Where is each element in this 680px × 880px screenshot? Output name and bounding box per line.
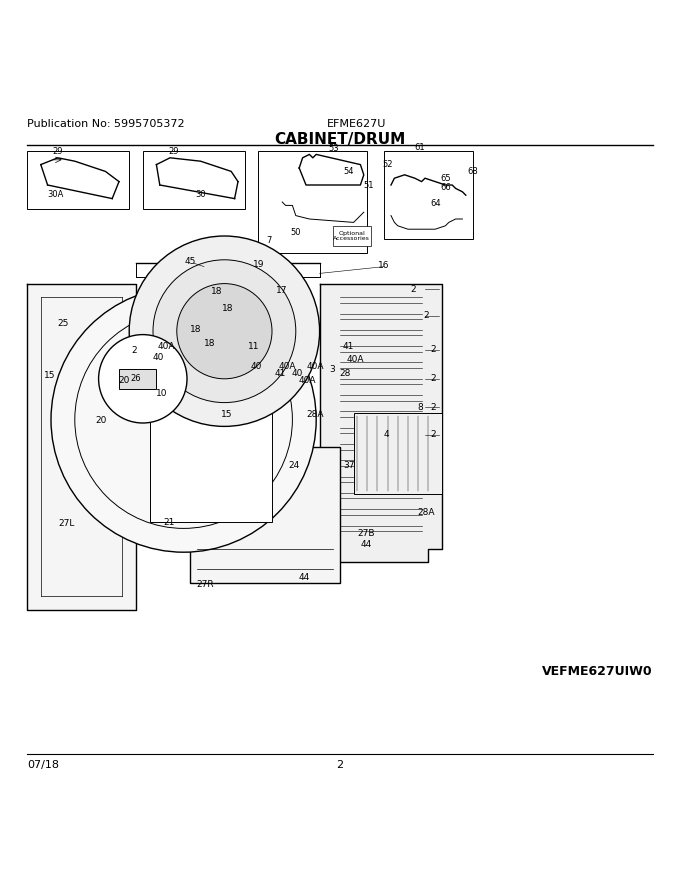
Text: 2: 2 [430, 374, 436, 384]
Text: 17: 17 [277, 286, 288, 295]
Text: 10: 10 [156, 389, 167, 399]
Text: 30: 30 [195, 190, 206, 199]
Text: 29: 29 [168, 147, 179, 156]
Text: 2: 2 [131, 346, 137, 355]
Text: 29: 29 [52, 147, 63, 156]
Text: 15: 15 [44, 370, 55, 380]
Text: EFME627U: EFME627U [326, 119, 386, 128]
Text: 44: 44 [299, 573, 309, 582]
Text: 40: 40 [251, 362, 262, 371]
Circle shape [153, 260, 296, 402]
Text: 40A: 40A [279, 362, 296, 371]
Bar [150, 358, 272, 522]
Text: 27L: 27L [58, 519, 75, 528]
Text: 20: 20 [95, 416, 106, 425]
Circle shape [99, 334, 187, 423]
Text: 16: 16 [379, 260, 390, 270]
Text: 11: 11 [248, 341, 259, 350]
Text: 61: 61 [414, 143, 425, 152]
Text: 51: 51 [364, 180, 374, 189]
Text: 2: 2 [430, 345, 436, 354]
Bar [333, 226, 371, 246]
Text: 18: 18 [190, 326, 201, 334]
Text: Publication No: 5995705372: Publication No: 5995705372 [27, 119, 185, 128]
Text: 2: 2 [430, 430, 436, 439]
Text: 40: 40 [152, 353, 163, 362]
Text: 40A: 40A [306, 362, 324, 371]
Text: 18: 18 [204, 339, 215, 348]
Text: 24: 24 [288, 460, 299, 470]
Text: 53: 53 [328, 144, 339, 153]
Text: 45: 45 [185, 257, 196, 267]
Text: 4: 4 [384, 430, 389, 439]
Text: 19: 19 [253, 260, 264, 269]
Text: 28A: 28A [306, 410, 324, 419]
Text: CABINET/DRUM: CABINET/DRUM [274, 132, 406, 147]
Bar [384, 151, 473, 239]
Circle shape [129, 236, 320, 427]
Text: 41: 41 [343, 341, 354, 350]
Text: 2: 2 [337, 760, 343, 770]
Polygon shape [27, 283, 136, 610]
Text: 18: 18 [211, 287, 222, 297]
Text: 40A: 40A [299, 376, 316, 385]
Text: 37: 37 [343, 460, 354, 470]
Text: 68: 68 [467, 167, 478, 176]
Bar [27, 151, 129, 209]
Text: 20: 20 [118, 376, 129, 385]
Text: 30A: 30A [48, 190, 64, 199]
Text: 40A: 40A [158, 342, 175, 351]
Text: Optional
Accessories: Optional Accessories [333, 231, 370, 241]
Text: 66: 66 [440, 182, 451, 192]
Text: 41: 41 [275, 369, 286, 378]
Text: 27R: 27R [197, 580, 214, 589]
Bar [258, 151, 367, 253]
Text: 50: 50 [290, 228, 301, 237]
Bar [190, 447, 340, 583]
Text: 54: 54 [343, 167, 354, 176]
Text: 28: 28 [340, 369, 351, 378]
Text: 21: 21 [163, 518, 174, 527]
Text: 40A: 40A [347, 356, 364, 364]
Text: 28A: 28A [418, 509, 435, 517]
Circle shape [177, 283, 272, 378]
Text: 3: 3 [329, 365, 335, 375]
Circle shape [51, 287, 316, 553]
Polygon shape [320, 283, 442, 562]
Text: 25: 25 [57, 319, 68, 327]
Text: 15: 15 [221, 410, 232, 419]
Text: 52: 52 [383, 160, 393, 169]
Text: 8: 8 [418, 403, 423, 412]
Bar [354, 413, 442, 495]
Text: 64: 64 [430, 199, 441, 208]
Text: 2: 2 [424, 311, 429, 320]
Text: 7: 7 [266, 236, 271, 245]
Text: 40: 40 [292, 369, 303, 378]
Bar [143, 151, 245, 209]
Text: 2: 2 [430, 403, 436, 412]
Bar [119, 369, 156, 389]
Text: 2: 2 [410, 284, 415, 294]
Text: 18: 18 [222, 304, 233, 313]
Text: VEFME627UIW0: VEFME627UIW0 [542, 664, 653, 678]
Text: 26: 26 [131, 374, 141, 384]
Text: 27B: 27B [357, 530, 375, 539]
Text: 07/18: 07/18 [27, 760, 59, 770]
Text: 65: 65 [440, 173, 451, 183]
Bar [136, 345, 286, 535]
Text: 44: 44 [360, 539, 371, 548]
